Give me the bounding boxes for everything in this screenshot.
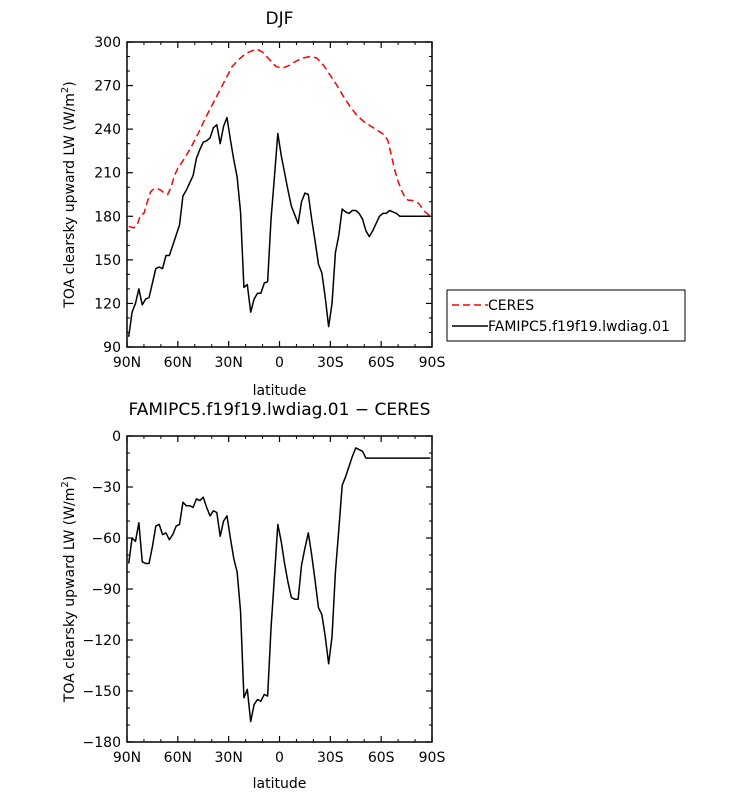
top-y-tick-label: 210 xyxy=(94,166,121,182)
bottom-x-tick-label: 0 xyxy=(275,750,284,766)
bottom-x-tick-label: 90S xyxy=(419,750,446,766)
top-y-tick-label: 120 xyxy=(94,296,121,312)
bottom-x-axis-label: latitude xyxy=(253,776,307,792)
top-y-tick-label: 150 xyxy=(94,253,121,269)
top-x-tick-label: 60S xyxy=(368,355,395,371)
bottom-y-axis-label-tail: ) xyxy=(62,476,78,481)
bottom-y-tick-label: 0 xyxy=(112,429,121,445)
top-y-tick-label: 300 xyxy=(94,35,121,51)
bottom-y-tick-label: −30 xyxy=(91,480,121,496)
top-x-axis-label: latitude xyxy=(253,383,307,399)
bottom-plot-frame xyxy=(126,435,433,743)
top-y-tick-label: 240 xyxy=(94,122,121,138)
top-y-tick-label: 270 xyxy=(94,79,121,95)
top-y-axis-label-tail: ) xyxy=(62,81,78,86)
top-x-tick-label: 30S xyxy=(317,355,344,371)
bottom-x-tick-label: 30S xyxy=(317,750,344,766)
top-chart-title: DJF xyxy=(266,9,294,29)
bottom-y-tick-label: −150 xyxy=(83,684,121,700)
bottom-x-tick-label: 60N xyxy=(164,750,192,766)
top-y-axis-label: TOA clearsky upward LW (W/m2) xyxy=(60,81,78,308)
top-y-tick-label: 180 xyxy=(94,209,121,225)
bottom-y-axis-label: TOA clearsky upward LW (W/m2) xyxy=(60,476,78,703)
bottom-y-axis-label-superscript: 2 xyxy=(60,481,71,487)
top-y-axis-label-main: TOA clearsky upward LW (W/m xyxy=(62,93,78,309)
bottom-y-tick-label: −90 xyxy=(91,582,121,598)
top-x-tick-label: 30N xyxy=(215,355,243,371)
top-x-tick-label: 60N xyxy=(164,355,192,371)
bottom-x-tick-label: 30N xyxy=(215,750,243,766)
bottom-panel: FAMIPC5.f19f19.lwdiag.01 − CERES 90N 60N 30… xyxy=(60,400,445,792)
legend-ceres-label: CERES xyxy=(488,298,534,314)
bottom-x-tick-label: 60S xyxy=(368,750,395,766)
top-plot-frame xyxy=(126,41,433,348)
bottom-y-tick-label: −180 xyxy=(83,735,121,751)
legend-model-label: FAMIPC5.f19f19.lwdiag.01 xyxy=(488,319,670,335)
top-x-tick-label: 90S xyxy=(419,355,446,371)
bottom-chart-title: FAMIPC5.f19f19.lwdiag.01 − CERES xyxy=(129,400,431,420)
ceres-series-line xyxy=(128,48,432,229)
model-series-line xyxy=(127,116,431,337)
top-panel: DJF 90N 60N 30N 0 30S 60S 90S 90 120 150 180 210 240 2… xyxy=(60,9,686,399)
legend-box xyxy=(446,289,686,342)
top-y-tick-label: 90 xyxy=(103,340,121,356)
top-x-tick-label: 0 xyxy=(275,355,284,371)
legend: CERES FAMIPC5.f19f19.lwdiag.01 xyxy=(446,289,686,342)
top-x-tick-label: 90N xyxy=(113,355,141,371)
bottom-x-tick-label: 90N xyxy=(113,750,141,766)
bottom-y-tick-label: −60 xyxy=(91,531,121,547)
bottom-y-axis-label-main: TOA clearsky upward LW (W/m xyxy=(62,488,78,704)
bottom-y-tick-label: −120 xyxy=(83,633,121,649)
top-y-axis-label-superscript: 2 xyxy=(60,87,71,93)
difference-series-line xyxy=(127,447,431,723)
